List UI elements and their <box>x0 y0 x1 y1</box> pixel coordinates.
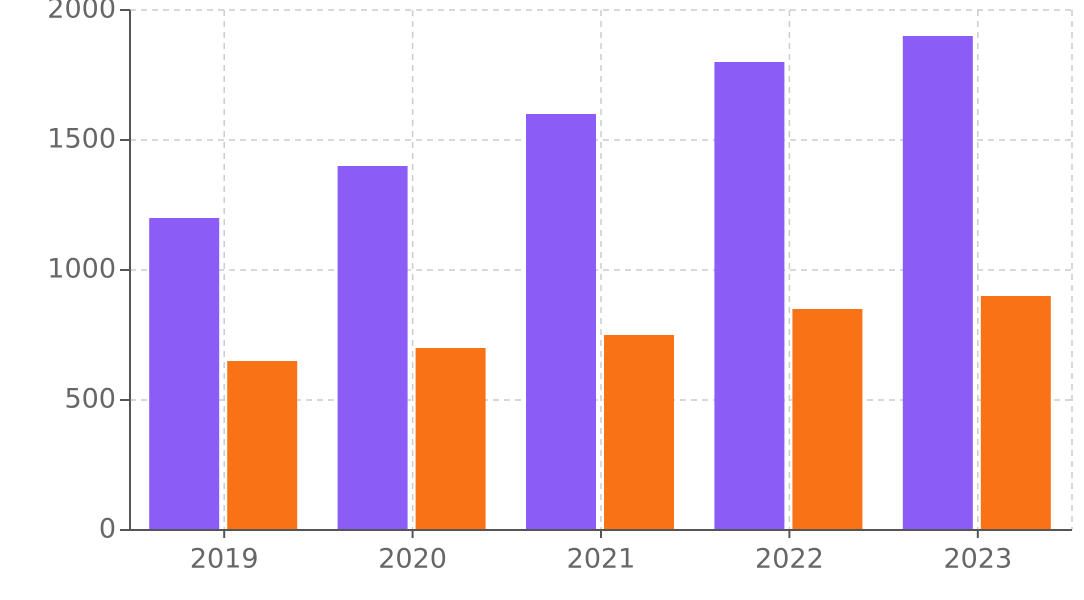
bar <box>526 114 596 530</box>
bar <box>149 218 220 530</box>
bar <box>415 348 486 530</box>
y-tick-label: 2000 <box>47 0 116 25</box>
y-tick-label: 0 <box>99 514 116 545</box>
bar <box>980 296 1051 530</box>
y-tick-label: 500 <box>64 384 116 415</box>
x-tick-label: 2020 <box>378 544 447 575</box>
bar <box>792 309 863 530</box>
x-tick-label: 2022 <box>755 544 824 575</box>
bar <box>337 166 408 530</box>
bar <box>604 335 674 530</box>
y-tick-label: 1000 <box>47 254 116 285</box>
bar <box>902 36 973 530</box>
x-tick-label: 2019 <box>190 544 259 575</box>
bar <box>227 361 298 530</box>
y-tick-label: 1500 <box>47 124 116 155</box>
x-tick-label: 2021 <box>567 544 636 575</box>
bar <box>714 62 785 530</box>
x-tick-label: 2023 <box>943 544 1012 575</box>
